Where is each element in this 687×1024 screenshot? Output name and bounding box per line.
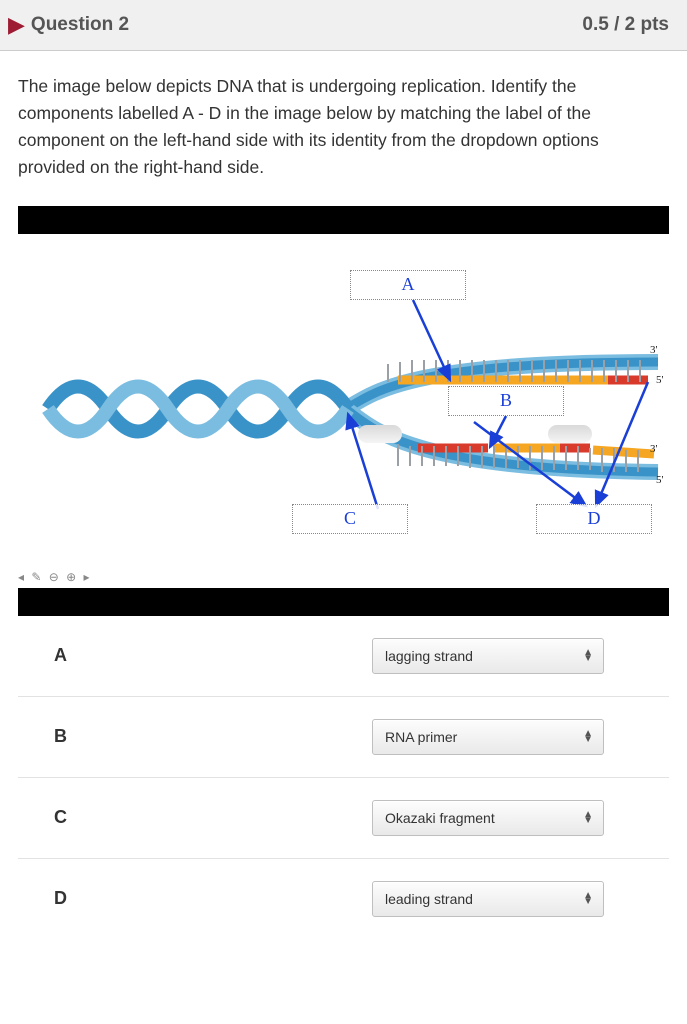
match-row: A lagging strand xyxy=(18,616,669,697)
select-a[interactable]: lagging strand xyxy=(372,638,604,674)
select-d-value: leading strand xyxy=(385,891,473,907)
question-header: ▶ Question 2 0.5 / 2 pts xyxy=(0,0,687,51)
figure-label-a: A xyxy=(350,270,466,300)
select-b[interactable]: RNA primer xyxy=(372,719,604,755)
collapse-icon[interactable]: ▶ xyxy=(8,14,25,36)
select-a-value: lagging strand xyxy=(385,648,473,664)
select-c[interactable]: Okazaki fragment xyxy=(372,800,604,836)
match-row: B RNA primer xyxy=(18,697,669,778)
prime-label: 3' xyxy=(650,443,657,455)
chevron-updown-icon xyxy=(583,650,593,662)
chevron-updown-icon xyxy=(583,812,593,824)
figure-label-c-text: C xyxy=(344,508,356,529)
prime-label: 5' xyxy=(656,374,663,386)
match-label-b: B xyxy=(32,726,372,747)
figure-label-b: B xyxy=(448,386,564,416)
points-earned: 0.5 / 2 pts xyxy=(582,14,669,36)
prime-label: 5' xyxy=(656,474,663,486)
figure-top-bar xyxy=(18,206,669,234)
match-label-c: C xyxy=(32,807,372,828)
figure-label-d-text: D xyxy=(588,508,601,529)
match-row: C Okazaki fragment xyxy=(18,778,669,859)
matching-section: A lagging strand B RNA primer C Okazaki … xyxy=(0,616,687,939)
figure-bottom-bar xyxy=(18,588,669,616)
prime-label: 3' xyxy=(650,344,657,356)
chevron-updown-icon xyxy=(583,731,593,743)
match-label-a: A xyxy=(32,645,372,666)
figure-label-a-text: A xyxy=(402,274,415,295)
chevron-updown-icon xyxy=(583,893,593,905)
question-title: Question 2 xyxy=(31,14,129,36)
figure-label-d: D xyxy=(536,504,652,534)
select-d[interactable]: leading strand xyxy=(372,881,604,917)
figure-label-c: C xyxy=(292,504,408,534)
question-prompt: The image below depicts DNA that is unde… xyxy=(18,73,669,182)
pill-decoration xyxy=(548,425,592,443)
dna-figure: A B C D 3' 5' 3' 5' xyxy=(18,234,669,564)
select-b-value: RNA primer xyxy=(385,729,457,745)
figure-toolbar[interactable]: ◂ ✎ ⊖ ⊕ ▸ xyxy=(18,564,669,588)
figure-container: A B C D 3' 5' 3' 5' ◂ ✎ ⊖ ⊕ ▸ xyxy=(18,206,669,616)
match-row: D leading strand xyxy=(18,859,669,939)
select-c-value: Okazaki fragment xyxy=(385,810,495,826)
figure-label-b-text: B xyxy=(500,390,512,411)
figure-toolbar-glyphs[interactable]: ◂ ✎ ⊖ ⊕ ▸ xyxy=(18,570,92,584)
match-label-d: D xyxy=(32,888,372,909)
pill-decoration xyxy=(358,425,402,443)
question-header-left: ▶ Question 2 xyxy=(8,14,129,36)
